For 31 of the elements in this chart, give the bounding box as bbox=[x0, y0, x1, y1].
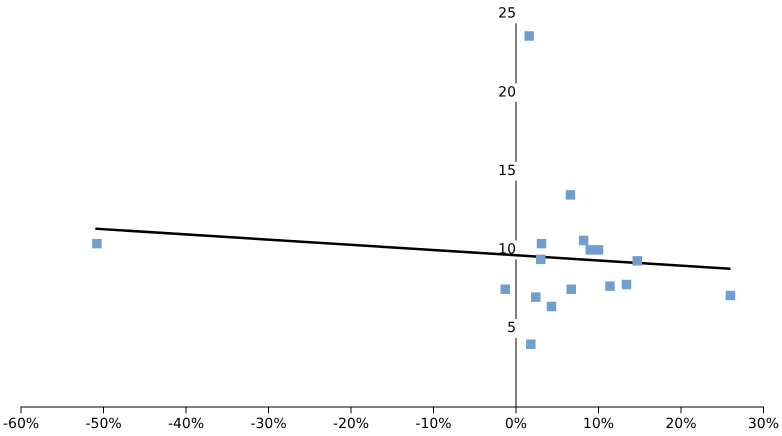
point bbox=[531, 292, 541, 302]
y-tick-label: 5 bbox=[507, 320, 516, 336]
x-tick-label: 30% bbox=[748, 416, 780, 432]
point bbox=[536, 238, 546, 248]
y-tick-label: 10 bbox=[498, 242, 516, 258]
point bbox=[605, 281, 615, 291]
y-tick-label: 20 bbox=[498, 84, 516, 100]
x-tick-label: 10% bbox=[582, 416, 614, 432]
x-tick-label: -60% bbox=[3, 416, 40, 432]
y-tick-label: 15 bbox=[498, 162, 516, 179]
point bbox=[566, 190, 576, 200]
point bbox=[92, 238, 102, 248]
point bbox=[526, 340, 536, 350]
point bbox=[622, 280, 632, 290]
y-tick-label: 25 bbox=[498, 6, 516, 22]
x-tick-label: -30% bbox=[250, 416, 287, 432]
point bbox=[536, 254, 546, 264]
x-tick-label: -20% bbox=[332, 416, 370, 432]
point bbox=[524, 31, 534, 41]
point bbox=[726, 290, 736, 300]
point bbox=[632, 256, 642, 266]
x-tick-label: 20% bbox=[665, 416, 697, 432]
point bbox=[500, 284, 510, 294]
point bbox=[578, 236, 588, 246]
x-tick-label: -40% bbox=[168, 416, 204, 432]
x-tick-label: 0% bbox=[504, 416, 528, 432]
x-tick-label: -50% bbox=[85, 416, 122, 432]
point bbox=[566, 284, 576, 294]
x-tick-label: -10% bbox=[415, 416, 452, 432]
point bbox=[594, 245, 604, 255]
point bbox=[546, 302, 556, 312]
